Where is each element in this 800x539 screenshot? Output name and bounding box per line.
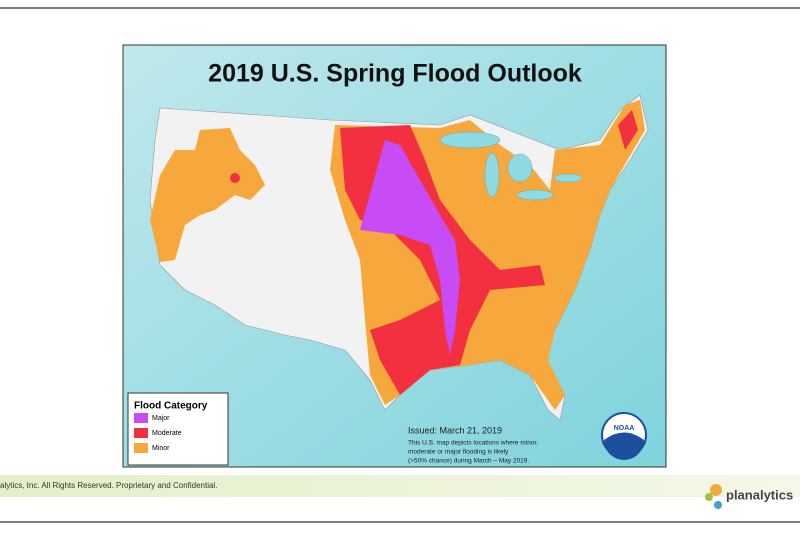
copyright: alytics, Inc. All Rights Reserved. Propr… [0, 481, 217, 490]
great-lakes [439, 131, 583, 201]
brand-name: planalytics [726, 487, 793, 502]
legend-swatch [134, 443, 148, 453]
legend-swatch [134, 428, 148, 438]
logo-text: NOAA [614, 425, 635, 432]
map-title: 2019 U.S. Spring Flood Outlook [208, 60, 582, 88]
legend-swatch [134, 413, 148, 423]
legend-title: Flood Category [134, 401, 208, 412]
map: 2019 U.S. Spring Flood Outlook Flood Cat… [122, 44, 667, 468]
brand-logo: planalytics [705, 484, 793, 509]
moderate-region [230, 173, 240, 183]
legend-label: Minor [152, 445, 170, 452]
moderate-region [618, 110, 638, 150]
noaa-logo: NOAA [601, 412, 647, 460]
legend-label: Major [152, 415, 170, 422]
legend-label: Moderate [152, 430, 182, 437]
note-line: This U.S. map depicts locations where mi… [408, 440, 538, 447]
note: This U.S. map depicts locations where mi… [408, 440, 538, 465]
logo-dot [714, 501, 722, 509]
note-line: (>50% chance) during March – May 2019. [408, 458, 529, 465]
issued-date: Issued: March 21, 2019 [408, 425, 502, 435]
logo-dot [710, 484, 722, 496]
major-region [360, 140, 460, 355]
legend-items: Major Moderate Minor [134, 413, 182, 453]
footer-band [0, 475, 800, 497]
minor-region-west [150, 128, 265, 262]
logo-dot [705, 493, 713, 501]
legend: Flood Category Major Moderate Minor [127, 392, 229, 466]
logo-wave [604, 432, 644, 460]
note-line: moderate or major flooding is likely [408, 449, 509, 456]
